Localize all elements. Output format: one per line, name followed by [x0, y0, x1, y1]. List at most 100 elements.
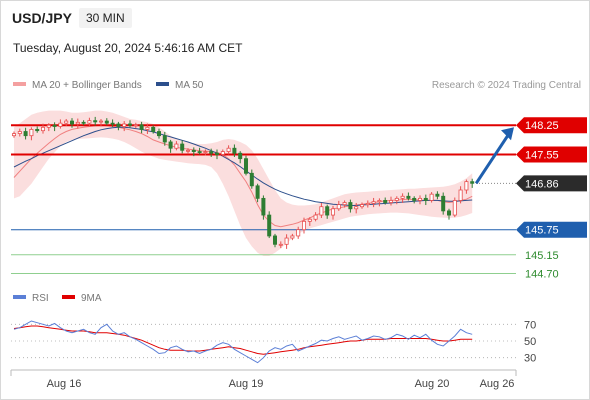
timeframe-badge[interactable]: 30 MIN: [79, 8, 132, 28]
candle-body: [336, 204, 341, 210]
support-price-label: 145.75: [525, 225, 559, 237]
candle-body: [156, 131, 161, 137]
candle-body: [284, 237, 289, 245]
candle-body: [116, 123, 121, 127]
candle-body: [377, 200, 382, 203]
candle-body: [359, 204, 364, 208]
candle-body: [75, 121, 80, 125]
candle-body: [52, 124, 57, 127]
candle-body: [441, 195, 446, 212]
candle-body: [238, 152, 243, 160]
candle-body: [139, 124, 144, 130]
rsi-tick-label: 30: [524, 353, 536, 365]
chart-datetime: Tuesday, August 20, 2024 5:46:16 AM CET: [13, 41, 243, 55]
candle-body: [197, 151, 202, 153]
resistance-tag: [516, 146, 587, 163]
candle-body: [267, 214, 272, 237]
candle-body: [458, 189, 463, 201]
candle-body: [110, 122, 115, 125]
candle-body: [232, 147, 237, 154]
ma50-swatch: [156, 82, 169, 87]
candle-body: [81, 121, 86, 124]
candle-body: [400, 195, 405, 199]
candle-body: [145, 126, 150, 130]
resistance-tag: [516, 117, 587, 134]
candlesticks: [11, 116, 514, 249]
candle-body: [290, 235, 295, 239]
candle-body: [394, 197, 399, 201]
bollinger-bands: [14, 110, 473, 256]
candle-body: [446, 210, 451, 216]
candle-body: [70, 120, 75, 125]
price-levels: 148.25 147.55 146.86 145.75 145.15 144.70: [11, 117, 587, 281]
candle-body: [354, 206, 359, 210]
candle-body: [313, 214, 318, 220]
candle-body: [261, 197, 266, 216]
candle-body: [23, 131, 28, 137]
candle-body: [64, 120, 69, 124]
candle-body: [41, 126, 46, 132]
support-price-label: 145.15: [525, 250, 559, 262]
legend-ma50: MA 50: [156, 80, 203, 91]
candle-body: [348, 202, 353, 210]
legend-ma20: MA 20 + Bollinger Bands: [13, 80, 142, 91]
candle-body: [87, 120, 92, 124]
candle-body: [249, 172, 254, 187]
candle-body: [58, 122, 63, 127]
candle-body: [412, 197, 417, 201]
candle-body: [162, 135, 167, 143]
candle-body: [342, 202, 347, 206]
candle-body: [470, 181, 475, 184]
candle-body: [435, 193, 440, 197]
candle-body: [191, 149, 196, 152]
candle-body: [255, 185, 260, 199]
rsi-tick-label: 50: [524, 336, 536, 348]
legend-9ma: 9MA: [62, 293, 102, 304]
candle-body: [168, 141, 173, 149]
legend-rsi: RSI: [13, 293, 49, 304]
time-tick-label: Aug 20: [415, 378, 450, 390]
candle-body: [203, 151, 208, 153]
ma20-swatch: [13, 82, 26, 87]
candle-body: [243, 158, 248, 174]
candle-body: [423, 197, 428, 201]
rsi-tick-label: 70: [524, 319, 536, 331]
candle-body: [35, 129, 40, 132]
candle-body: [180, 143, 185, 151]
candle-body: [330, 208, 335, 216]
candle-body: [365, 202, 370, 206]
candle-body: [464, 181, 469, 191]
candle-body: [122, 123, 127, 127]
9ma-swatch: [62, 295, 75, 300]
rsi-panel: 70 50 30: [11, 319, 536, 365]
ma50-line: [13, 126, 473, 206]
candle-body: [29, 129, 34, 137]
time-tick-label: Aug 19: [229, 378, 264, 390]
resistance-price-label: 147.55: [525, 149, 559, 161]
time-tick-label: Aug 16: [47, 378, 82, 390]
candle-body: [46, 124, 51, 128]
candle-body: [104, 120, 109, 124]
candle-body: [209, 151, 214, 154]
candle-body: [383, 200, 388, 203]
candle-body: [11, 133, 16, 137]
legend-9ma-label: 9MA: [81, 293, 102, 304]
last-price-label: 146.86: [525, 178, 559, 190]
rsi-swatch: [13, 295, 26, 300]
candle-body: [301, 220, 306, 231]
candle-body: [99, 120, 104, 123]
time-tick-label: Aug 26: [480, 378, 515, 390]
candle-body: [307, 218, 312, 222]
rsi-line: [13, 320, 473, 364]
candle-body: [388, 200, 393, 203]
candle-body: [185, 149, 190, 152]
last-price-tag: [516, 175, 587, 192]
candle-body: [220, 151, 225, 155]
candle-body: [296, 229, 301, 237]
candle-body: [17, 131, 22, 134]
candle-body: [226, 147, 231, 152]
support-price-label: 144.70: [525, 269, 559, 281]
candle-body: [417, 197, 422, 201]
legend-rsi-label: RSI: [32, 293, 49, 304]
